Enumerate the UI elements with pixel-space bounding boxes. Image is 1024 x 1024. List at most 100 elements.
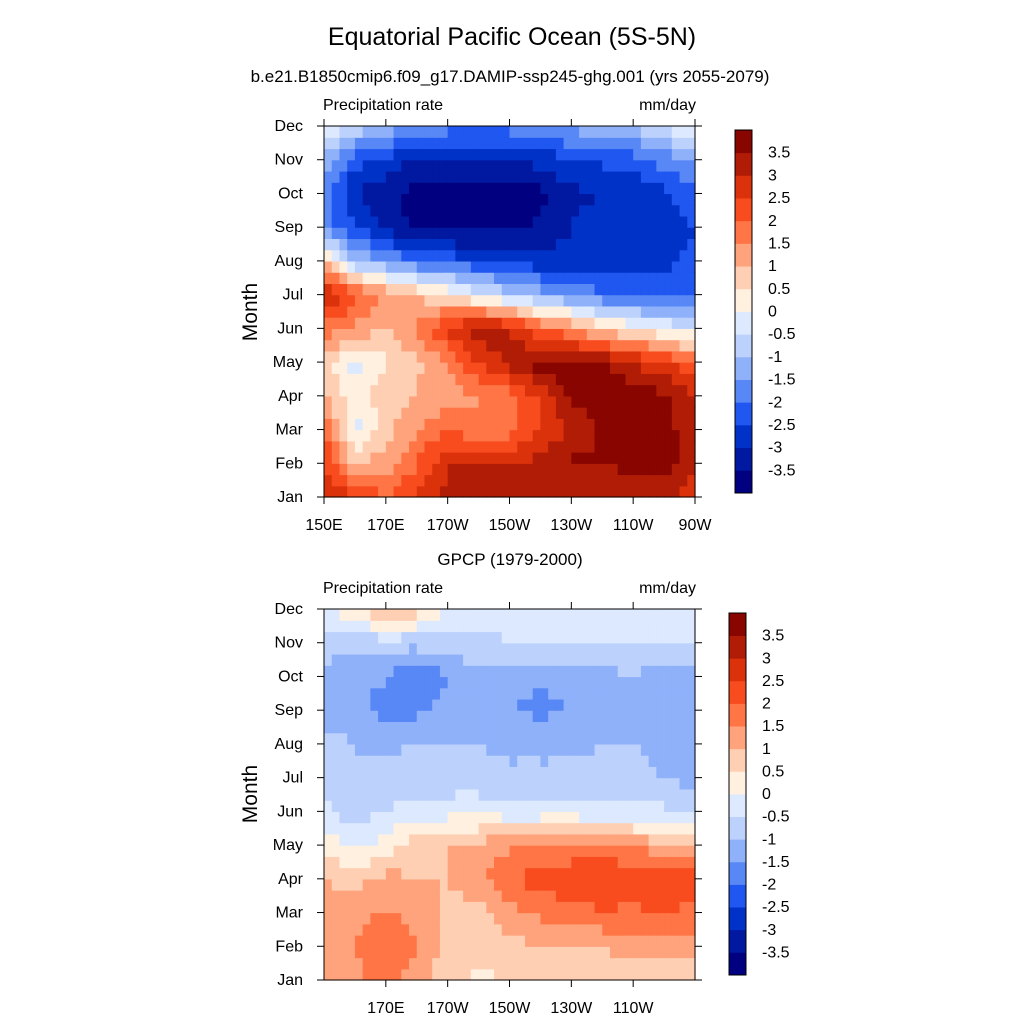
contour-cell — [331, 249, 341, 262]
contour-cell — [439, 294, 449, 307]
contour-cell — [486, 283, 495, 296]
contour-cell — [540, 395, 549, 408]
contour-cell — [439, 890, 449, 902]
contour-cell — [470, 384, 480, 397]
contour-cell — [687, 485, 696, 498]
contour-cell — [401, 698, 410, 711]
contour-cell — [494, 811, 503, 824]
contour-cell — [617, 800, 627, 812]
contour-cell — [517, 452, 526, 464]
contour-cell — [347, 452, 356, 464]
contour-cell — [687, 743, 696, 756]
contour-cell — [478, 923, 487, 936]
contour-cell — [555, 294, 565, 307]
contour-cell — [424, 867, 433, 880]
contour-cell — [524, 126, 534, 138]
contour-cell — [370, 384, 379, 397]
contour-cell — [393, 418, 402, 431]
contour-cell — [447, 755, 456, 767]
contour-cell — [625, 912, 634, 925]
contour-cell — [447, 215, 456, 228]
contour-cell — [517, 912, 526, 925]
contour-cell — [439, 350, 449, 363]
contour-cell — [370, 878, 379, 891]
contour-cell — [463, 373, 472, 386]
contour-cell — [609, 317, 619, 329]
contour-cell — [385, 811, 395, 824]
contour-cell — [455, 170, 464, 183]
contour-cell — [354, 642, 364, 655]
contour-cell — [617, 946, 627, 959]
contour-cell — [509, 609, 518, 621]
contour-cell — [486, 946, 495, 959]
contour-cell — [625, 485, 634, 498]
colorbar-label: 1 — [762, 741, 771, 758]
y-tick-label: Jun — [277, 803, 303, 820]
contour-cell — [424, 935, 433, 947]
contour-cell — [401, 249, 410, 262]
contour-cell — [347, 653, 356, 666]
contour-cell — [664, 665, 673, 678]
contour-cell — [401, 272, 410, 284]
contour-cell — [455, 159, 464, 172]
contour-cell — [409, 260, 418, 273]
contour-cell — [362, 328, 371, 341]
contour-cell — [671, 148, 681, 161]
contour-cell — [517, 653, 526, 666]
contour-cell — [625, 305, 634, 318]
contour-cell — [532, 946, 542, 959]
contour-cell — [447, 418, 456, 431]
contour-cell — [409, 912, 418, 925]
contour-cell — [501, 609, 511, 621]
contour-cell — [494, 384, 503, 397]
contour-cell — [571, 407, 580, 419]
contour-cell — [617, 384, 627, 397]
contour-cell — [640, 957, 650, 970]
contour-cell — [602, 485, 611, 498]
contour-cell — [370, 676, 379, 689]
contour-cell — [509, 485, 518, 498]
contour-cell — [571, 833, 580, 846]
contour-cell — [640, 755, 650, 767]
contour-cell — [393, 452, 402, 464]
contour-cell — [416, 845, 426, 857]
contour-cell — [362, 373, 371, 386]
contour-cell — [447, 867, 456, 880]
contour-cell — [609, 642, 619, 655]
contour-cell — [385, 126, 395, 138]
contour-cell — [362, 946, 371, 959]
contour-cell — [494, 395, 503, 408]
contour-cell — [432, 193, 441, 206]
contour-cell — [331, 631, 341, 644]
contour-cell — [579, 474, 588, 487]
contour-cell — [494, 878, 503, 891]
contour-cell — [617, 766, 627, 779]
contour-cell — [478, 137, 487, 150]
contour-cell — [478, 440, 487, 453]
contour-cell — [617, 968, 627, 981]
contour-cell — [347, 407, 356, 419]
contour-cell — [540, 283, 549, 296]
contour-cell — [470, 631, 480, 644]
contour-cell — [571, 260, 580, 273]
contour-cell — [640, 148, 650, 161]
contour-cell — [609, 260, 619, 273]
contour-cell — [339, 755, 348, 767]
contour-cell — [447, 429, 456, 442]
contour-cell — [378, 777, 387, 790]
contour-cell — [324, 856, 333, 869]
contour-cell — [362, 822, 371, 835]
contour-cell — [409, 193, 418, 206]
contour-cell — [470, 845, 480, 857]
contour-cell — [602, 440, 611, 453]
contour-cell — [478, 238, 487, 251]
contour-cell — [679, 137, 688, 150]
contour-cell — [633, 294, 642, 307]
contour-cell — [656, 440, 665, 453]
contour-cell — [494, 676, 503, 689]
contour-cell — [586, 170, 596, 183]
contour-cell — [324, 272, 333, 284]
contour-cell — [664, 452, 673, 464]
contour-cell — [324, 811, 333, 824]
contour-cell — [594, 227, 603, 240]
